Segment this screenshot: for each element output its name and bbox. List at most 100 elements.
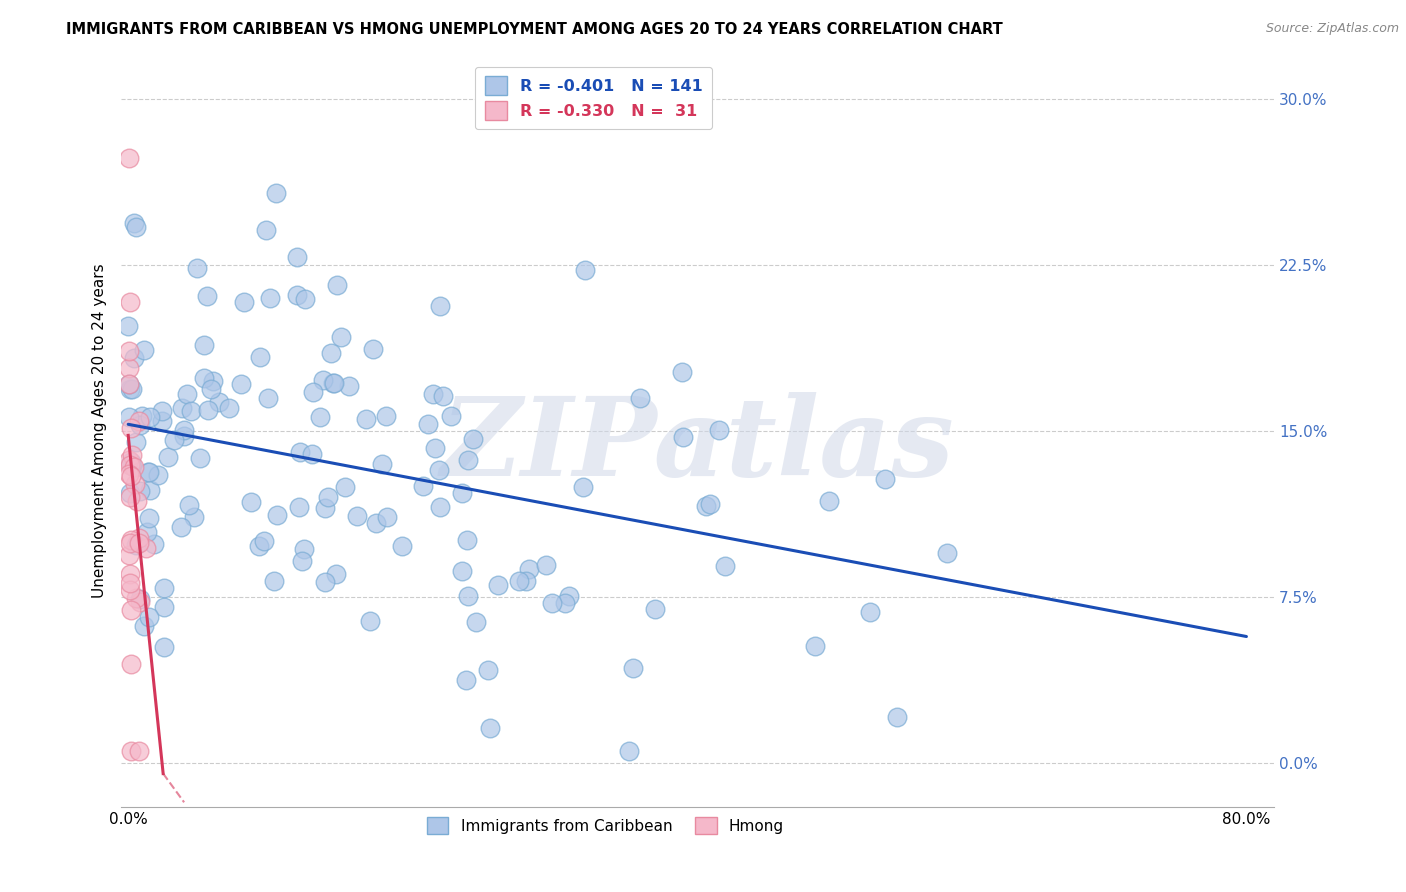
Point (138, 610, 160, 624)
Point (120, 744, 142, 758)
Point (425, 441, 447, 455)
Point (440, 409, 463, 424)
Point (572, 480, 595, 494)
Point (128, 414, 150, 428)
Point (478, 721, 501, 735)
Point (138, 465, 160, 479)
Point (135, 541, 157, 556)
Point (118, 453, 141, 467)
Point (457, 453, 479, 467)
Point (118, 360, 141, 375)
Point (128, 592, 150, 607)
Point (508, 574, 530, 588)
Point (195, 289, 218, 303)
Point (218, 401, 240, 415)
Point (429, 299, 451, 313)
Point (132, 619, 155, 633)
Point (122, 460, 145, 475)
Point (163, 433, 186, 447)
Point (302, 385, 325, 400)
Point (150, 404, 173, 418)
Point (177, 498, 200, 512)
Point (804, 639, 827, 653)
Point (138, 465, 160, 479)
Point (644, 602, 666, 616)
Point (412, 479, 434, 493)
Point (292, 542, 315, 557)
Point (197, 402, 219, 417)
Point (208, 395, 231, 409)
Point (118, 344, 141, 359)
Point (818, 494, 841, 508)
Point (285, 250, 308, 264)
Point (121, 458, 143, 473)
Point (935, 546, 957, 560)
Point (128, 744, 150, 758)
Point (138, 511, 160, 525)
Point (125, 493, 148, 508)
Point (249, 539, 271, 553)
Point (337, 379, 360, 393)
Point (186, 261, 208, 276)
Point (143, 537, 166, 551)
Point (335, 480, 357, 494)
Point (316, 490, 339, 504)
Point (128, 595, 150, 609)
Point (288, 444, 311, 458)
Point (263, 574, 285, 588)
Point (180, 404, 202, 418)
Point (118, 409, 141, 424)
Point (617, 744, 640, 758)
Point (176, 386, 198, 401)
Point (254, 223, 277, 237)
Point (517, 562, 540, 576)
Point (288, 500, 311, 515)
Point (128, 417, 150, 432)
Point (266, 508, 288, 523)
Point (672, 430, 695, 444)
Point (314, 500, 336, 515)
Legend: Immigrants from Caribbean, Hmong: Immigrants from Caribbean, Hmong (420, 811, 790, 840)
Point (170, 401, 193, 415)
Point (671, 366, 693, 380)
Point (124, 477, 146, 491)
Point (371, 457, 394, 471)
Point (193, 371, 215, 385)
Point (138, 409, 160, 424)
Point (416, 417, 439, 431)
Point (152, 640, 174, 655)
Point (422, 387, 444, 401)
Point (157, 450, 180, 465)
Point (183, 510, 205, 524)
Point (120, 295, 142, 310)
Point (132, 343, 155, 358)
Point (118, 382, 141, 396)
Point (465, 615, 488, 630)
Point (121, 382, 143, 396)
Point (291, 554, 314, 568)
Text: ZIPatlas: ZIPatlas (441, 392, 955, 500)
Point (173, 423, 195, 437)
Point (427, 462, 450, 476)
Point (118, 151, 141, 165)
Point (325, 566, 347, 581)
Point (239, 494, 262, 508)
Point (628, 391, 651, 405)
Point (364, 516, 387, 530)
Point (120, 533, 142, 547)
Point (136, 524, 159, 539)
Point (461, 432, 484, 446)
Point (200, 382, 222, 396)
Point (454, 673, 477, 687)
Point (128, 531, 150, 545)
Point (150, 414, 173, 428)
Point (886, 710, 908, 724)
Point (432, 389, 454, 403)
Point (120, 657, 142, 671)
Point (301, 447, 323, 461)
Point (359, 614, 381, 628)
Point (322, 376, 344, 391)
Point (323, 376, 346, 390)
Point (375, 509, 398, 524)
Point (118, 575, 141, 590)
